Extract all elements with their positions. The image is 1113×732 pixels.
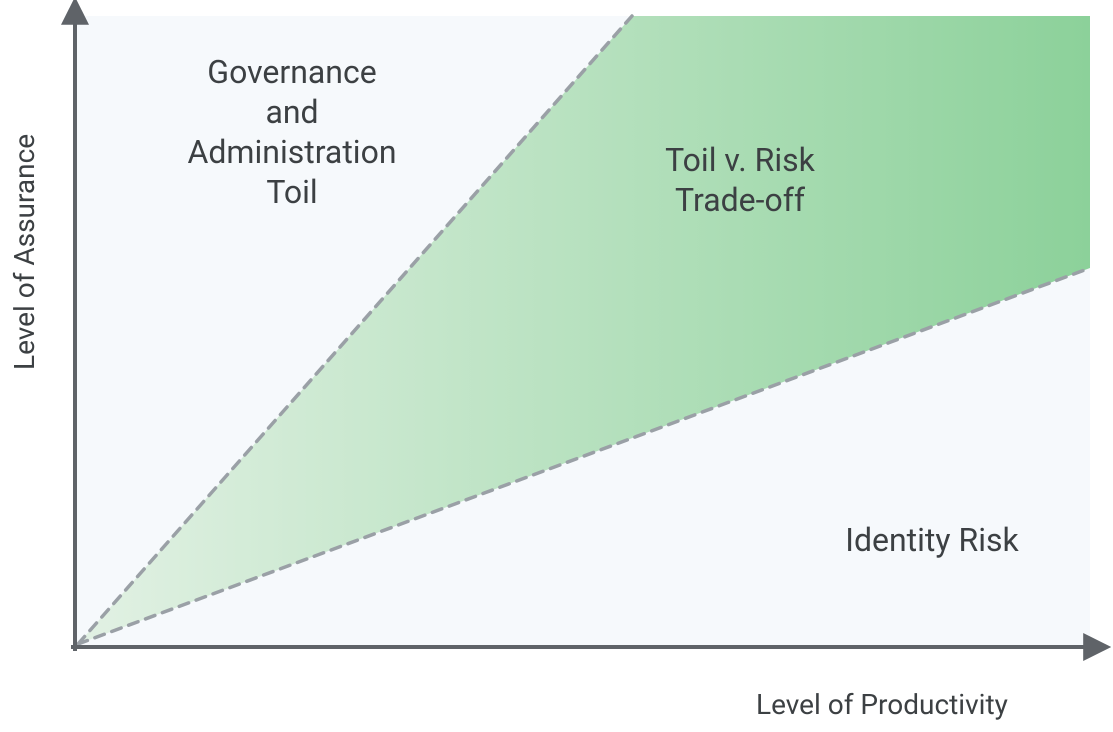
region-label-line: and (142, 92, 442, 132)
region-label-governance-toil: GovernanceandAdministrationToil (142, 52, 442, 212)
region-label-line: Governance (142, 52, 442, 92)
y-axis-label: Level of Assurance (8, 134, 41, 370)
region-label-line: Identity Risk (802, 520, 1062, 560)
region-label-trade-off: Toil v. RiskTrade-off (610, 140, 870, 220)
region-label-line: Toil v. Risk (610, 140, 870, 180)
region-label-line: Administration (142, 132, 442, 172)
region-label-line: Trade-off (610, 180, 870, 220)
x-axis-label: Level of Productivity (756, 688, 1008, 721)
region-label-identity-risk: Identity Risk (802, 520, 1062, 560)
trade-off-chart: Level of Assurance Level of Productivity… (0, 0, 1113, 732)
region-label-line: Toil (142, 172, 442, 212)
